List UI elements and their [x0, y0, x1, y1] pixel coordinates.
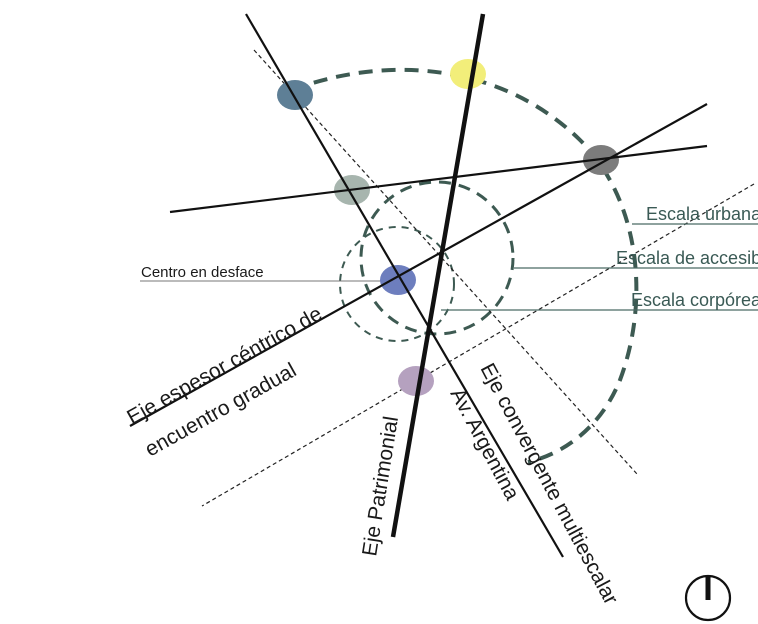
escala-corporea-label: Escala corpórea: [631, 290, 758, 310]
node-steel-blue: [277, 80, 313, 110]
escala-accesibilidad-label: Escala de accesibilidad: [616, 248, 758, 268]
eje-patrimonial-label: Eje Patrimonial: [358, 415, 403, 558]
dashed-auxiliary-line-upper: [254, 50, 637, 474]
escala-urbana-label: Escala urbana: [646, 204, 758, 224]
node-yellow: [450, 59, 486, 89]
centro-en-desface-label: Centro en desface: [141, 264, 264, 281]
north-compass-icon: [686, 576, 730, 620]
transverse-axis: [170, 146, 707, 212]
